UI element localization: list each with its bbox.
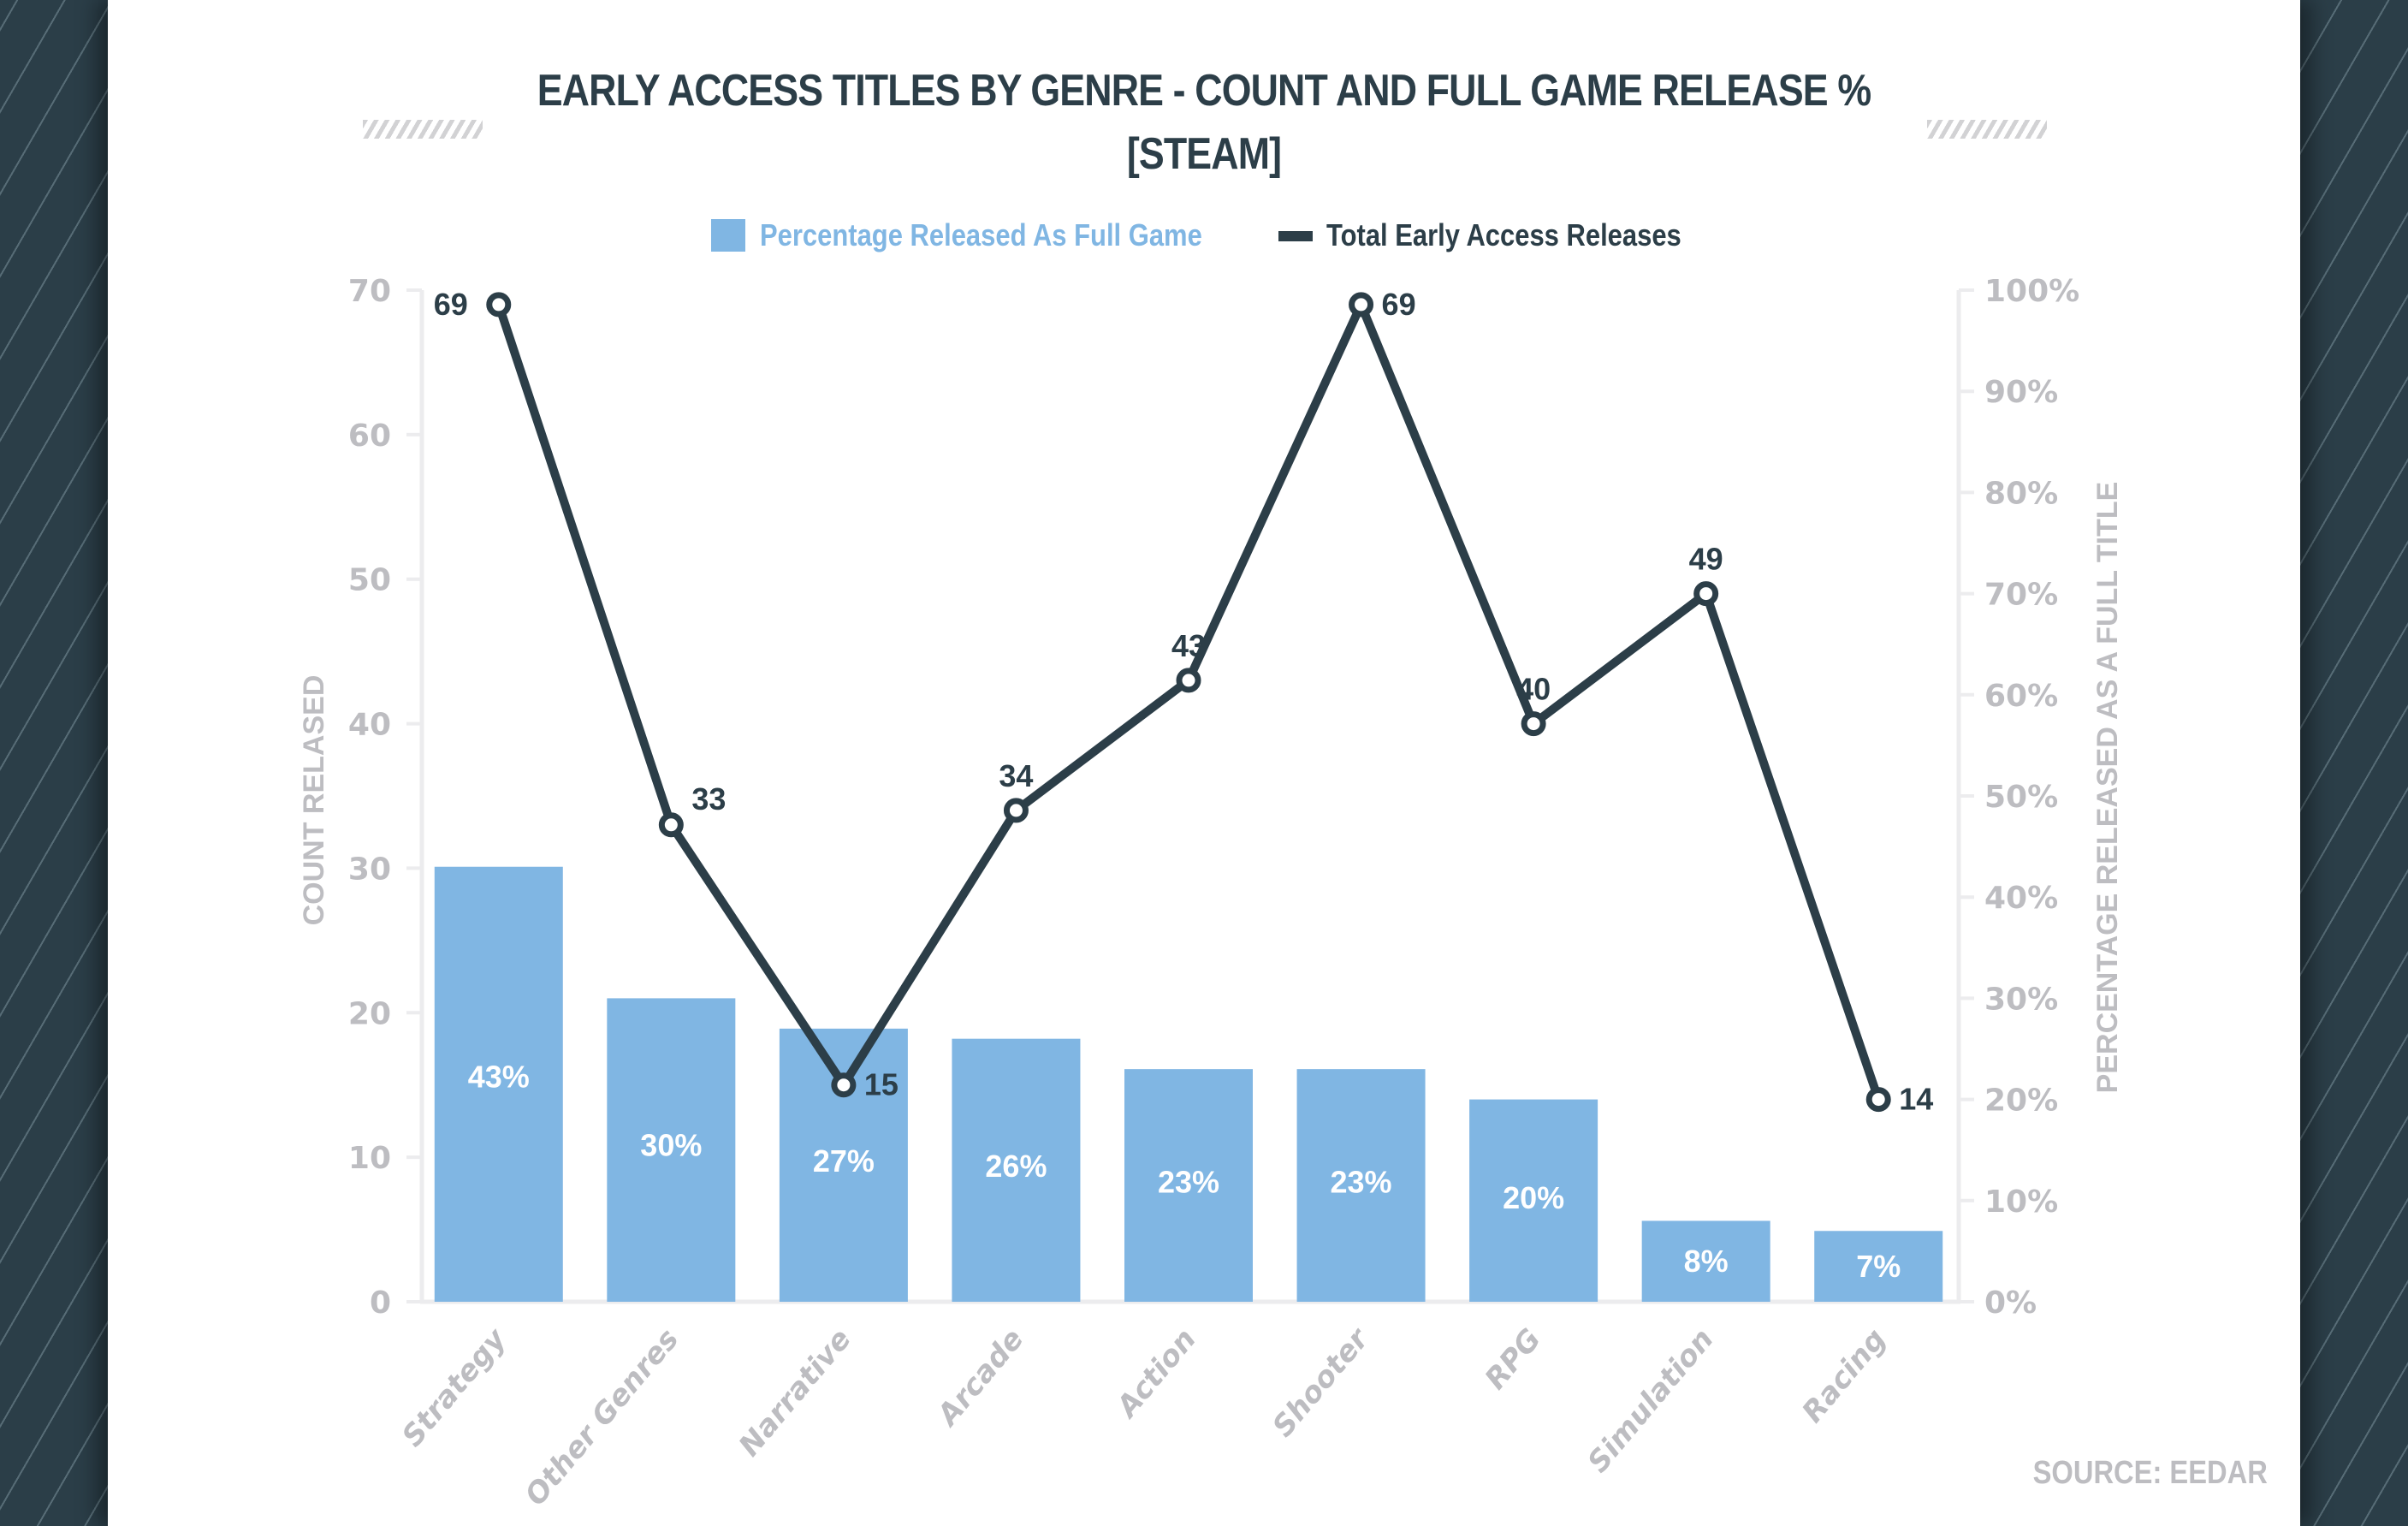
- right-tick-label: 100%: [1984, 274, 2079, 309]
- chart-title: EARLY ACCESS TITLES BY GENRE - COUNT AND…: [537, 66, 1871, 116]
- left-tick-label: 10: [348, 1141, 391, 1176]
- bar-value-label: 30%: [640, 1128, 702, 1163]
- line-point: [1176, 668, 1201, 693]
- chart-subtitle: [STEAM]: [1126, 129, 1282, 179]
- bar-value-label: 43%: [468, 1060, 530, 1095]
- line-point: [1003, 798, 1029, 823]
- left-axis-title: COUNT RELASED: [298, 675, 330, 926]
- x-category-label: Arcade: [929, 1322, 1030, 1434]
- right-tick-label: 0%: [1984, 1286, 2037, 1321]
- line-point: [1693, 581, 1719, 607]
- x-category-label: Other Genres: [519, 1322, 685, 1512]
- bar: [1641, 1220, 1770, 1302]
- bar-value-label: 20%: [1503, 1180, 1564, 1215]
- line-point-label: 15: [864, 1067, 899, 1102]
- x-category-label: Shooter: [1266, 1321, 1376, 1443]
- x-category-label: RPG: [1479, 1322, 1548, 1396]
- right-tick-label: 20%: [1984, 1084, 2058, 1119]
- legend-line-swatch: [1278, 231, 1313, 241]
- right-tick-label: 50%: [1984, 780, 2058, 815]
- line-point-label: 69: [1382, 287, 1416, 322]
- left-tick-label: 30: [348, 852, 391, 887]
- line-point: [658, 812, 684, 838]
- legend-line-label: Total Early Access Releases: [1326, 217, 1681, 252]
- source-note: SOURCE: EEDAR: [2032, 1455, 2268, 1491]
- right-tick-label: 40%: [1984, 881, 2058, 916]
- line-point: [1865, 1087, 1891, 1113]
- right-tick-label: 90%: [1984, 375, 2058, 410]
- bar: [1814, 1231, 1943, 1302]
- x-category-label: Simulation: [1581, 1322, 1721, 1479]
- bar-value-label: 26%: [985, 1149, 1047, 1184]
- line-point-label: 43: [1171, 628, 1206, 663]
- line-point-label: 33: [691, 781, 726, 816]
- left-tick-label: 50: [348, 563, 391, 598]
- line-series-path: [494, 300, 1883, 1104]
- legend: Percentage Released As Full Game Total E…: [0, 216, 2408, 255]
- right-tick-label: 80%: [1984, 476, 2058, 511]
- left-tick-label: 20: [348, 996, 391, 1031]
- bar-value-label: 23%: [1158, 1165, 1219, 1200]
- bar: [952, 1038, 1081, 1302]
- left-tick-label: 70: [348, 274, 391, 309]
- left-tick-label: 60: [348, 419, 391, 454]
- bar: [434, 866, 563, 1302]
- right-tick-label: 30%: [1984, 982, 2058, 1017]
- line-point-label: 69: [434, 287, 468, 322]
- right-tick-label: 70%: [1984, 578, 2058, 613]
- right-tick-label: 10%: [1984, 1185, 2058, 1220]
- bar-value-label: 7%: [1856, 1249, 1901, 1284]
- line-point: [1521, 711, 1546, 737]
- left-tick-label: 0: [370, 1286, 391, 1321]
- left-tick-label: 40: [348, 708, 391, 743]
- line-point-label: 14: [1899, 1082, 1933, 1117]
- bar: [607, 998, 736, 1302]
- right-tick-label: 60%: [1984, 679, 2058, 714]
- bar-value-label: 8%: [1684, 1244, 1729, 1279]
- bar: [1124, 1069, 1253, 1302]
- bar-value-label: 23%: [1331, 1165, 1392, 1200]
- legend-bar-label: Percentage Released As Full Game: [760, 217, 1202, 252]
- x-category-label: Racing: [1795, 1322, 1893, 1429]
- legend-bar-swatch: [711, 219, 745, 252]
- x-category-label: Action: [1109, 1322, 1203, 1426]
- line-point-label: 34: [999, 758, 1033, 793]
- bar: [1296, 1069, 1426, 1302]
- line-point-label: 49: [1689, 542, 1723, 577]
- title-hatch-left: [363, 120, 483, 139]
- x-category-label: Strategy: [395, 1321, 514, 1453]
- line-point: [831, 1072, 857, 1098]
- line-point: [1349, 292, 1374, 318]
- right-axis-title: PERCENTAGE RELEASED AS A FULL TITLE: [2091, 482, 2124, 1094]
- title-hatch-right: [1927, 120, 2047, 139]
- bar-value-label: 27%: [813, 1143, 875, 1179]
- x-category-label: Narrative: [732, 1322, 858, 1463]
- line-point: [486, 292, 512, 318]
- bar: [1469, 1099, 1598, 1302]
- line-point-label: 40: [1516, 672, 1551, 707]
